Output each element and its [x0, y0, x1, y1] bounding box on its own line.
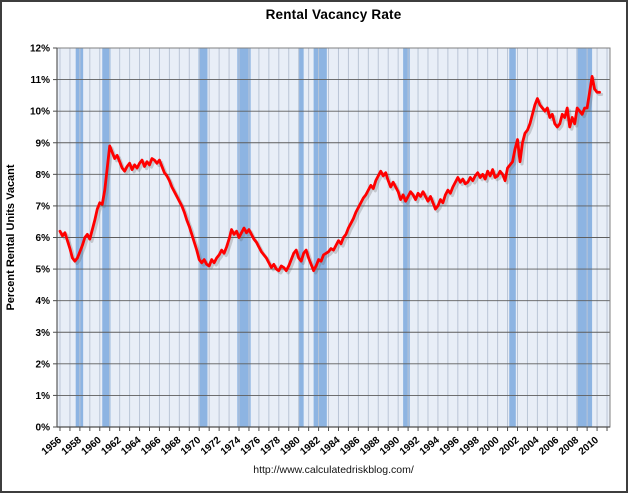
svg-text:1956: 1956: [40, 435, 64, 458]
svg-text:1960: 1960: [80, 435, 104, 458]
svg-text:2000: 2000: [477, 435, 501, 458]
y-axis-ticks: [53, 47, 57, 428]
svg-text:0%: 0%: [36, 423, 51, 434]
svg-text:1964: 1964: [119, 435, 143, 458]
svg-text:1958: 1958: [60, 435, 84, 458]
svg-text:1970: 1970: [179, 435, 203, 458]
source-url: http://www.calculatedriskblog.com/: [253, 464, 414, 476]
svg-text:1974: 1974: [219, 435, 243, 458]
svg-text:1966: 1966: [139, 435, 163, 458]
svg-text:1994: 1994: [418, 435, 442, 458]
svg-text:2002: 2002: [497, 435, 521, 458]
svg-text:3%: 3%: [36, 328, 51, 339]
chart-title: Rental Vacancy Rate: [265, 7, 402, 22]
svg-text:7%: 7%: [36, 201, 51, 212]
svg-text:11%: 11%: [31, 75, 51, 86]
svg-text:1998: 1998: [458, 435, 482, 458]
x-tick-labels: 1956195819601962196419661968197019721974…: [40, 435, 602, 458]
svg-text:2004: 2004: [517, 435, 541, 458]
svg-text:4%: 4%: [36, 296, 51, 307]
svg-text:1%: 1%: [36, 391, 51, 402]
x-axis-ticks: [59, 427, 608, 431]
svg-text:6%: 6%: [36, 233, 51, 244]
svg-text:12%: 12%: [30, 44, 50, 55]
svg-text:2006: 2006: [537, 435, 561, 458]
svg-text:1962: 1962: [99, 435, 123, 458]
vacancy-rate-line: [58, 75, 601, 273]
svg-text:5%: 5%: [36, 265, 51, 276]
svg-text:2010: 2010: [577, 435, 601, 458]
y-tick-labels: 0% 1% 2% 3% 4% 5% 6% 7% 8% 9% 10% 11% 12%: [30, 44, 50, 434]
svg-text:1996: 1996: [438, 435, 462, 458]
svg-text:1968: 1968: [159, 435, 183, 458]
svg-text:1980: 1980: [279, 435, 303, 458]
svg-text:9%: 9%: [36, 138, 51, 149]
svg-text:1984: 1984: [318, 435, 342, 458]
svg-text:1988: 1988: [358, 435, 382, 458]
svg-text:2008: 2008: [557, 435, 581, 458]
svg-text:1972: 1972: [199, 435, 223, 458]
svg-text:1982: 1982: [298, 435, 322, 458]
svg-text:1986: 1986: [338, 435, 362, 458]
svg-text:10%: 10%: [30, 107, 50, 118]
svg-text:1976: 1976: [239, 435, 263, 458]
svg-text:1992: 1992: [398, 435, 422, 458]
svg-text:1990: 1990: [378, 435, 402, 458]
line-shadow: [60, 77, 604, 275]
svg-text:1978: 1978: [259, 435, 283, 458]
svg-text:8%: 8%: [36, 170, 51, 181]
svg-text:2%: 2%: [36, 359, 51, 370]
y-axis-title: Percent Rental Units Vacant: [5, 164, 17, 310]
